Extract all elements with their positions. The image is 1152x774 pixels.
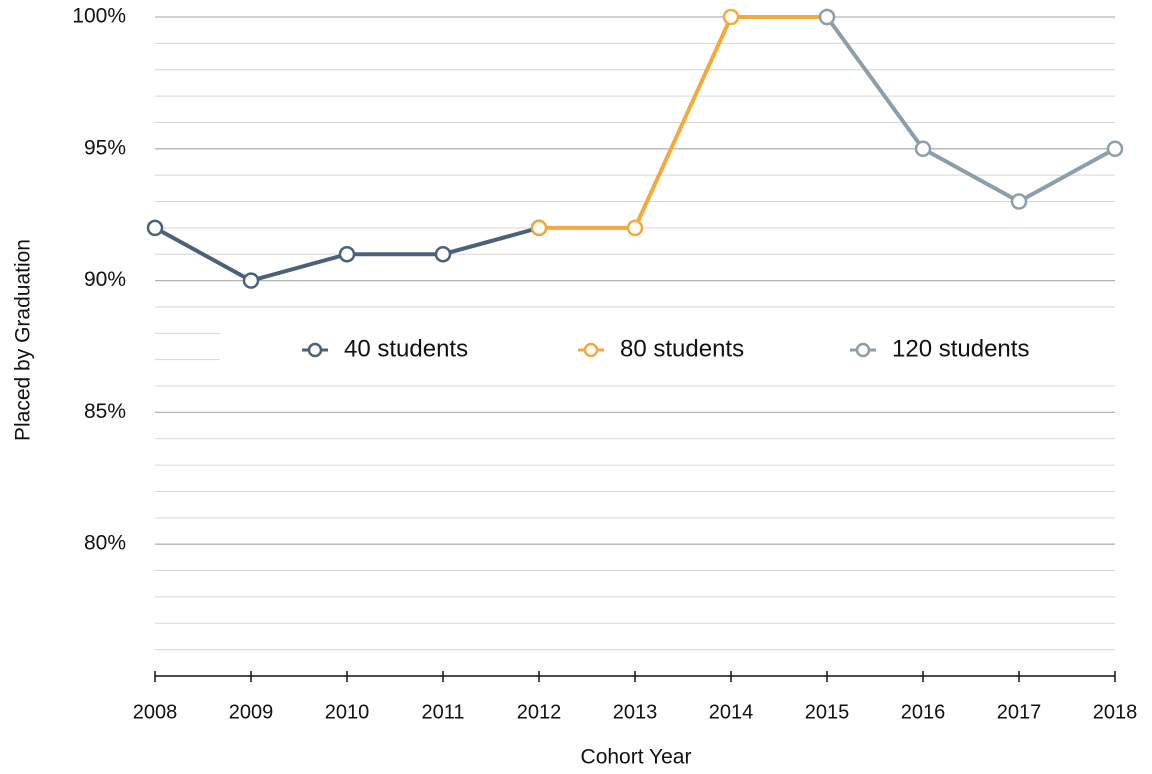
legend-label: 80 students xyxy=(620,335,744,362)
data-point xyxy=(146,219,164,237)
x-tick-label: 2009 xyxy=(229,701,274,723)
y-tick-label: 80% xyxy=(84,532,126,555)
x-tick-label: 2010 xyxy=(325,701,370,723)
legend-swatch-marker xyxy=(583,342,599,358)
legend-box xyxy=(220,322,1115,378)
x-tick-label: 2008 xyxy=(133,701,178,723)
x-tick-label: 2013 xyxy=(613,701,658,723)
legend-label: 120 students xyxy=(892,335,1029,362)
data-point xyxy=(338,245,356,263)
y-tick-label: 90% xyxy=(84,268,126,291)
x-tick-label: 2014 xyxy=(709,701,754,723)
data-point xyxy=(242,272,260,289)
x-tick-label: 2012 xyxy=(517,701,562,723)
x-axis-label: Cohort Year xyxy=(581,746,692,769)
y-axis-label: Placed by Graduation xyxy=(12,239,35,441)
x-tick-label: 2018 xyxy=(1093,701,1138,723)
x-tick-label: 2015 xyxy=(805,701,850,723)
x-tick-label: 2011 xyxy=(421,701,464,723)
x-tick-label: 2016 xyxy=(901,701,946,723)
x-tick-label: 2017 xyxy=(997,701,1042,723)
data-point xyxy=(1106,140,1124,158)
data-point xyxy=(1010,193,1028,210)
legend-label: 40 students xyxy=(344,335,468,362)
data-point xyxy=(818,8,836,26)
data-point xyxy=(434,245,452,263)
series-line xyxy=(539,15,827,230)
data-point xyxy=(530,219,548,237)
data-point xyxy=(914,140,932,158)
legend-swatch-marker xyxy=(855,342,871,358)
y-tick-label: 100% xyxy=(72,5,126,28)
series-line xyxy=(825,15,1116,204)
data-point xyxy=(626,219,644,237)
y-tick-label: 85% xyxy=(84,400,126,423)
y-tick-label: 95% xyxy=(84,136,126,159)
data-point xyxy=(722,8,740,26)
legend-swatch-marker xyxy=(307,342,323,358)
